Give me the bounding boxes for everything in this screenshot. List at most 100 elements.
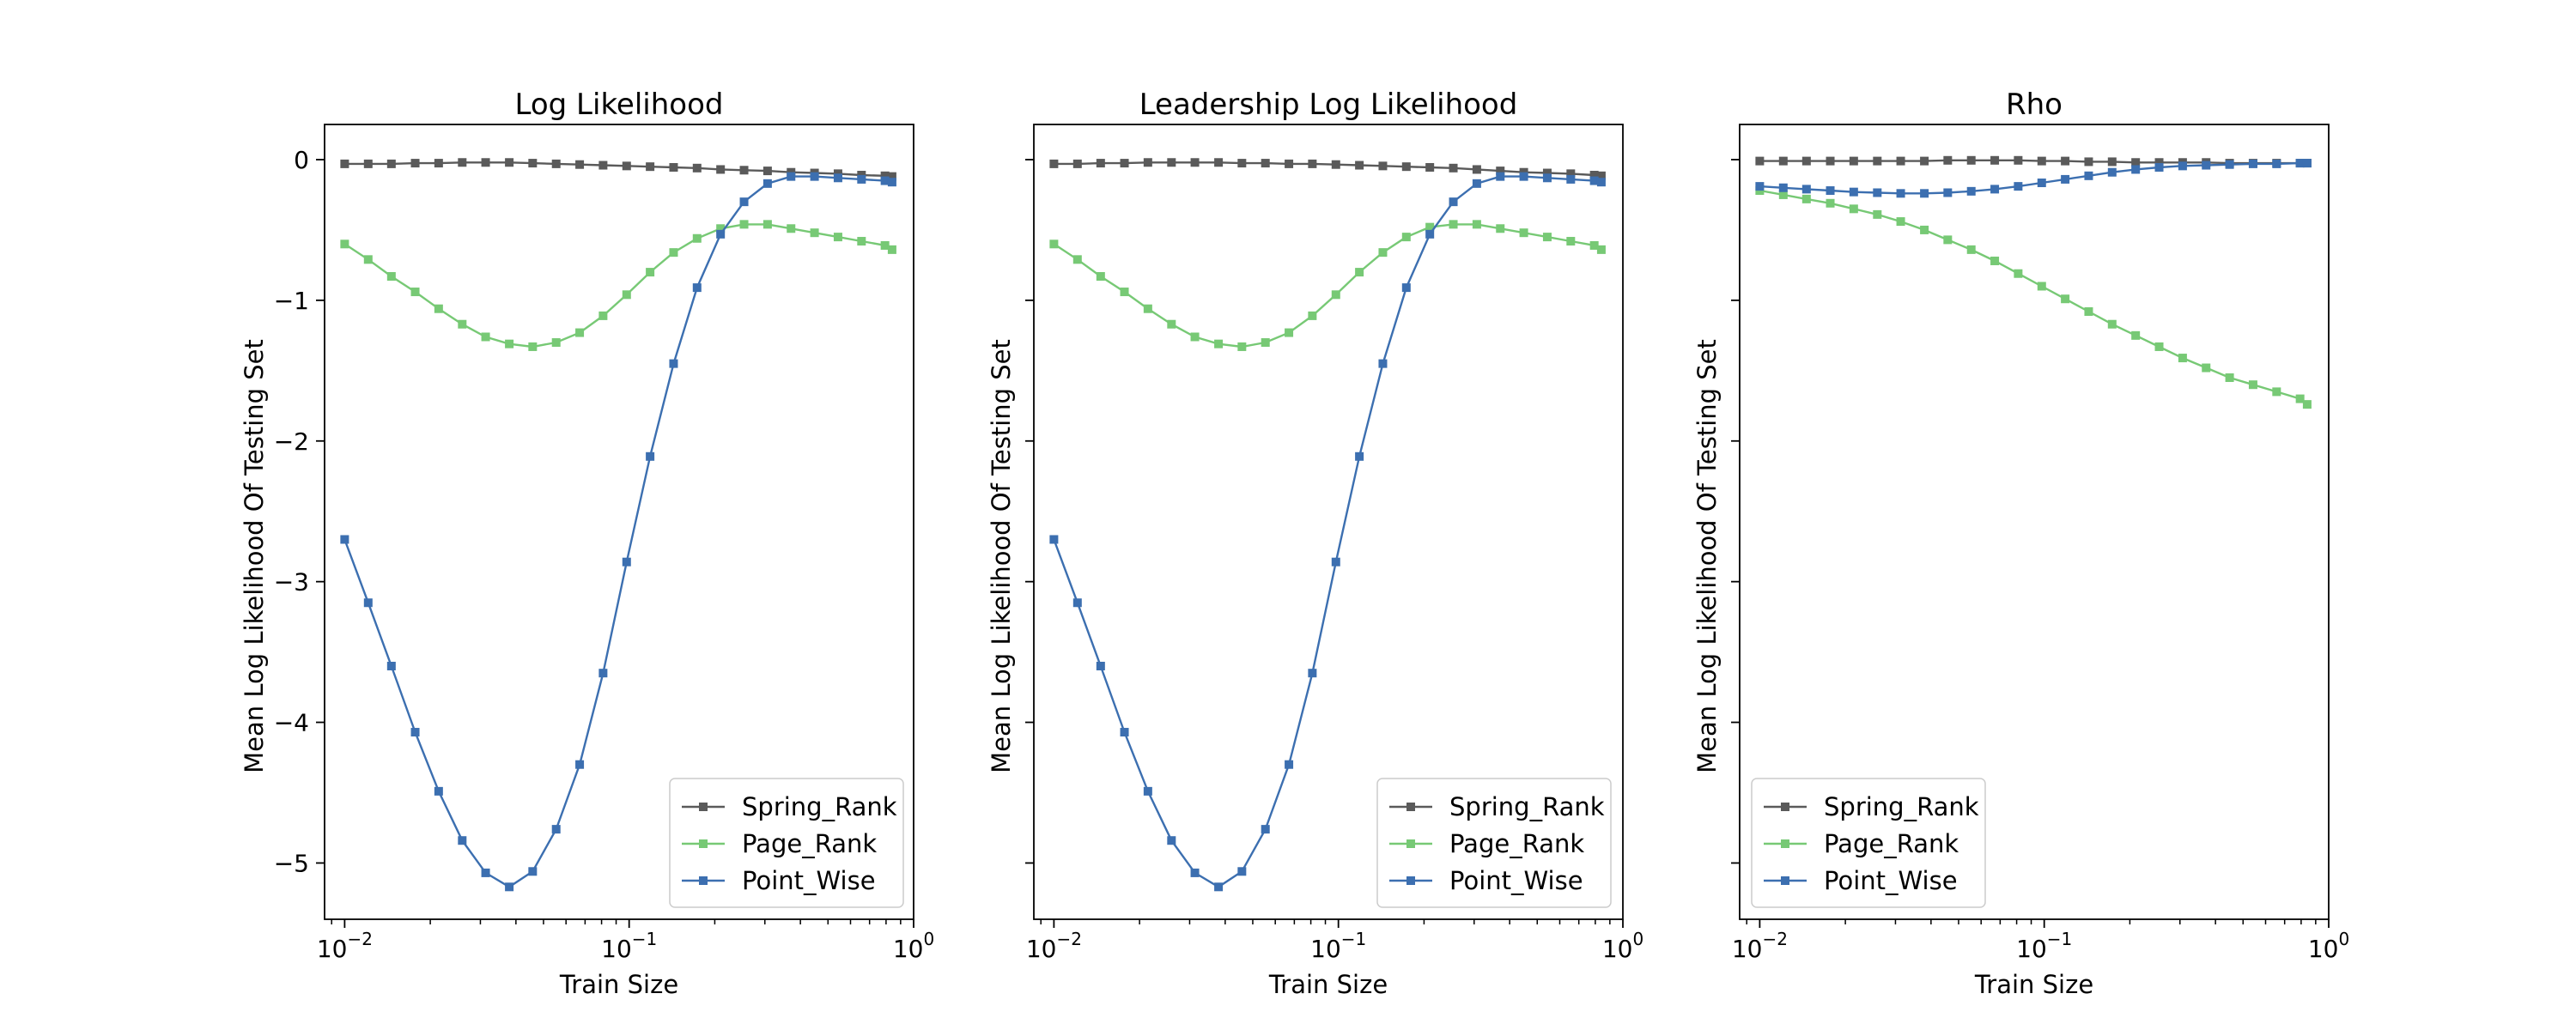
data-point: [1449, 220, 1458, 229]
series-line-page-rank: [1053, 223, 1602, 348]
chart-title: Log Likelihood: [515, 88, 724, 122]
data-point: [739, 197, 749, 207]
data-point: [887, 245, 896, 254]
data-point: [1920, 189, 1929, 198]
plot-area-frame: [1033, 124, 1624, 920]
data-point: [551, 159, 561, 168]
data-point: [1496, 167, 1505, 176]
data-point: [1519, 172, 1528, 181]
data-point: [2248, 380, 2257, 390]
data-point: [1355, 451, 1364, 461]
data-point: [1285, 159, 1294, 168]
data-point: [1896, 189, 1905, 198]
series-line-spring-rank: [1759, 159, 2307, 165]
data-point: [2084, 171, 2093, 180]
legend-label: Point_Wise: [742, 866, 876, 895]
data-point: [340, 239, 349, 249]
data-point: [363, 159, 373, 168]
data-point: [2248, 159, 2257, 168]
legend-marker: [1781, 803, 1789, 811]
data-point: [2178, 161, 2187, 171]
data-point: [505, 158, 514, 167]
data-point: [1049, 239, 1059, 249]
data-point: [1990, 155, 2000, 165]
data-point: [410, 159, 420, 168]
data-point: [1778, 183, 1788, 192]
data-point: [1096, 661, 1105, 670]
legend-item-point-wise: Point_Wise: [1389, 866, 1583, 895]
data-point: [386, 661, 396, 670]
legend-item-point-wise: Point_Wise: [682, 866, 876, 895]
plot-area-frame: [1739, 124, 2330, 920]
data-point: [1755, 182, 1765, 191]
data-point: [1096, 272, 1105, 282]
data-point: [833, 233, 842, 242]
data-point: [762, 167, 772, 176]
data-point: [458, 319, 467, 329]
x-tick-label: 100: [893, 929, 934, 963]
data-point: [2061, 156, 2070, 166]
data-point: [1285, 760, 1294, 769]
data-point: [528, 342, 538, 351]
data-point: [458, 836, 467, 845]
x-axis-label: Train Size: [1268, 970, 1388, 999]
data-point: [2154, 158, 2164, 167]
data-point: [2302, 159, 2312, 168]
data-point: [880, 171, 890, 180]
legend: Spring_Rank Page_Rank Point_Wise: [669, 778, 904, 908]
x-minor-ticks: [331, 919, 902, 924]
data-point: [1966, 245, 1976, 254]
data-point: [1331, 160, 1340, 169]
chart-panel-2: Leadership Log Likelihood 10−2 10−1 100 Trai…: [987, 88, 1643, 999]
data-point: [1120, 728, 1129, 737]
data-point: [2107, 157, 2117, 167]
x-tick-label: 10−2: [1026, 929, 1082, 963]
data-point: [1308, 311, 1317, 320]
chart-title: Rho: [2006, 88, 2063, 122]
data-point: [551, 338, 561, 348]
series-line-point-wise: [1759, 161, 2307, 195]
data-point: [598, 161, 608, 170]
data-point: [1096, 159, 1105, 168]
series-point-wise: [340, 172, 896, 892]
data-point: [386, 159, 396, 168]
data-point: [1472, 220, 1481, 229]
series-line-page-rank: [343, 223, 893, 348]
data-point: [739, 220, 749, 229]
x-axis-label: Train Size: [1974, 970, 2093, 999]
data-point: [739, 166, 749, 175]
data-point: [1143, 304, 1152, 313]
data-point: [1990, 256, 2000, 265]
x-tick-label: 100: [1602, 929, 1643, 963]
data-point: [2272, 159, 2281, 168]
x-minor-ticks: [1040, 919, 1611, 924]
data-point: [1589, 171, 1599, 180]
data-point: [340, 159, 349, 168]
data-point: [1378, 161, 1388, 171]
data-point: [2084, 157, 2093, 167]
data-point: [1849, 156, 1858, 166]
x-tick-label: 10−2: [317, 929, 373, 963]
data-point: [1943, 155, 1953, 165]
data-point: [1261, 338, 1270, 348]
data-point: [2202, 363, 2211, 373]
data-point: [716, 229, 726, 239]
data-point: [2014, 155, 2023, 165]
y-axis-label: Mean Log Likelihood Of Testing Set: [987, 339, 1016, 773]
y-tick-label: −5: [274, 849, 309, 877]
y-tick-label: −4: [274, 709, 309, 737]
series-line-spring-rank: [1054, 161, 1602, 177]
legend-marker: [699, 876, 708, 885]
data-point: [1285, 328, 1294, 337]
data-point: [1167, 319, 1176, 329]
data-point: [1496, 224, 1505, 233]
chart-title: Leadership Log Likelihood: [1139, 88, 1518, 122]
data-point: [1425, 229, 1435, 239]
data-point: [1072, 598, 1082, 608]
data-point: [2295, 159, 2305, 168]
data-point: [1355, 268, 1364, 277]
data-point: [1261, 159, 1270, 168]
data-point: [2178, 354, 2187, 363]
x-tick-label: 10−1: [601, 929, 657, 963]
data-point: [1896, 217, 1905, 227]
